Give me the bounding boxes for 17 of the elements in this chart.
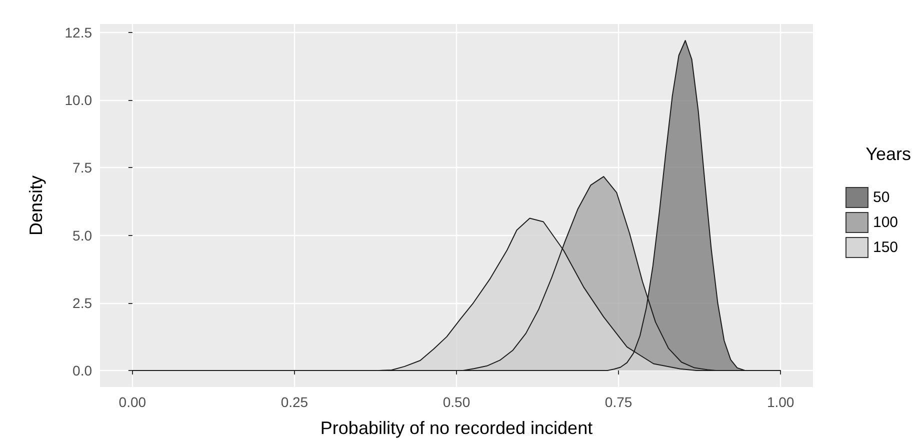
legend-label: 150: [872, 239, 898, 256]
y-tick-label: 10.0: [64, 92, 92, 108]
y-tick-label: 12.5: [64, 24, 92, 40]
legend-label: 50: [872, 189, 890, 206]
x-tick-label: 1.00: [766, 394, 794, 410]
x-tick-label: 0.00: [118, 394, 146, 410]
y-tick-label: 5.0: [72, 227, 92, 244]
y-tick-label: 2.5: [72, 294, 92, 311]
legend-title: Years: [866, 144, 912, 164]
y-tick-label: 0.0: [72, 362, 92, 378]
x-axis-title: Probability of no recorded incident: [320, 418, 593, 438]
y-tick-label: 7.5: [72, 160, 92, 176]
y-axis-title: Density: [26, 175, 46, 236]
x-tick-label: 0.75: [604, 394, 632, 410]
x-tick-label: 0.50: [442, 394, 470, 410]
x-tick-label: 0.25: [280, 394, 308, 410]
legend-label: 100: [872, 214, 898, 231]
